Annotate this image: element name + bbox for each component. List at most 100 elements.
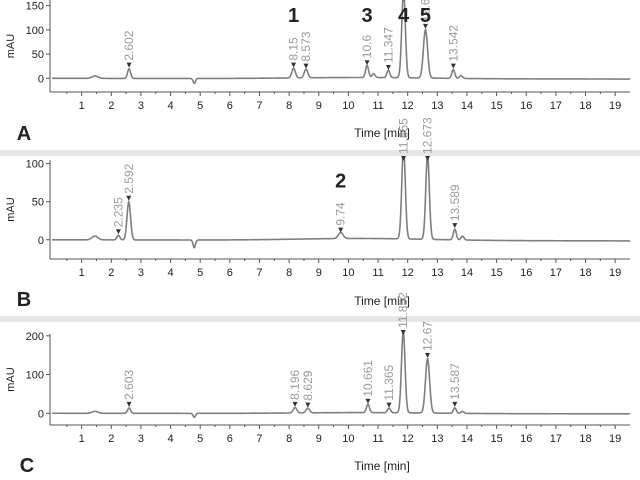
x-tick-label: 13 — [431, 433, 443, 445]
x-tick-label: 3 — [138, 267, 144, 279]
y-tick-label: 100 — [26, 159, 44, 171]
peak-marker — [452, 401, 458, 407]
x-tick-label: 16 — [520, 100, 532, 112]
x-tick-label: 18 — [579, 267, 591, 279]
peak-marker — [386, 402, 392, 408]
x-tick-label: 17 — [550, 267, 562, 279]
x-tick-label: 12 — [402, 433, 414, 445]
peak-rt-label: 2.592 — [122, 163, 136, 193]
x-tick-label: 9 — [316, 433, 322, 445]
peak-rt-label: 12.67 — [421, 321, 435, 351]
peak-marker — [452, 223, 458, 229]
peak-marker — [425, 353, 431, 359]
x-tick-label: 6 — [227, 100, 233, 112]
peak-marker — [364, 60, 370, 66]
x-tick-label: 15 — [490, 267, 502, 279]
peak-rt-label: 11.855 — [397, 118, 411, 154]
peak-marker — [126, 195, 132, 201]
x-axis-label: Time [min] — [354, 294, 410, 308]
y-tick-label: 0 — [38, 73, 44, 85]
x-tick-label: 7 — [256, 100, 262, 112]
x-tick-label: 13 — [431, 100, 443, 112]
peak-rt-label: 13.587 — [448, 363, 462, 400]
x-tick-label: 1 — [79, 433, 85, 445]
y-axis-label: mAU — [5, 197, 17, 222]
peak-marker — [401, 156, 407, 161]
x-tick-label: 13 — [431, 267, 443, 279]
x-tick-label: 5 — [197, 267, 203, 279]
y-axis-label: mAU — [5, 34, 17, 59]
x-tick-label: 2 — [108, 267, 114, 279]
x-tick-label: 18 — [579, 433, 591, 445]
peak-marker — [291, 62, 297, 68]
x-tick-label: 3 — [138, 433, 144, 445]
peak-marker — [305, 402, 311, 408]
y-tick-label: 0 — [38, 408, 44, 420]
panel-letter: B — [17, 289, 31, 311]
x-tick-label: 14 — [461, 267, 473, 279]
peak-rt-label: 12.673 — [421, 117, 435, 154]
x-tick-label: 14 — [461, 433, 473, 445]
x-tick-label: 1 — [79, 100, 85, 112]
x-tick-label: 15 — [490, 433, 502, 445]
x-tick-label: 15 — [490, 100, 502, 112]
x-tick-label: 4 — [168, 100, 174, 112]
x-tick-label: 8 — [286, 267, 292, 279]
x-tick-label: 18 — [579, 100, 591, 112]
peak-rt-label: 13.542 — [446, 25, 460, 62]
peak-rt-label: 11.365 — [382, 364, 396, 400]
panel-separator — [0, 150, 640, 156]
peak-rt-label: 11.347 — [381, 27, 395, 63]
peak-rt-label: 2.602 — [122, 30, 136, 60]
x-tick-label: 8 — [286, 433, 292, 445]
peak-rt-label: 11.852 — [396, 292, 410, 328]
peak-rt-label: 8.573 — [299, 31, 313, 61]
y-tick-label: 50 — [32, 197, 44, 209]
peak-marker — [338, 227, 344, 233]
x-tick-label: 12 — [402, 100, 414, 112]
peak-rt-label: 8.15 — [287, 37, 301, 61]
x-tick-label: 5 — [197, 433, 203, 445]
y-axis-label: mAU — [5, 367, 17, 392]
y-tick-label: 100 — [26, 370, 44, 382]
x-tick-label: 19 — [609, 433, 621, 445]
x-tick-label: 10 — [342, 100, 354, 112]
x-tick-label: 11 — [372, 267, 383, 279]
x-tick-label: 17 — [550, 100, 562, 112]
chromatogram-trace — [52, 331, 630, 419]
x-axis-label: Time [min] — [354, 126, 410, 140]
peak-marker — [115, 229, 121, 235]
x-tick-label: 3 — [138, 100, 144, 112]
peak-marker — [425, 156, 431, 161]
panel-letter: A — [17, 123, 31, 145]
x-tick-label: 5 — [197, 100, 203, 112]
peak-marker — [292, 401, 298, 407]
x-tick-label: 19 — [609, 100, 621, 112]
peak-rt-label: 8.196 — [288, 369, 302, 399]
peak-rt-label: 8.629 — [301, 370, 315, 400]
y-tick-label: 100 — [26, 25, 44, 37]
x-tick-label: 19 — [609, 267, 621, 279]
x-tick-label: 4 — [168, 267, 174, 279]
peak-marker — [422, 23, 428, 29]
x-tick-label: 10 — [342, 433, 354, 445]
y-tick-label: 0 — [38, 235, 44, 247]
peak-rt-label: 13.589 — [448, 184, 462, 221]
x-tick-label: 9 — [316, 100, 322, 112]
compound-number-label: 4 — [398, 5, 410, 27]
compound-number-label: 3 — [362, 5, 373, 27]
chromatogram-trace — [52, 0, 630, 85]
compound-number-label: 5 — [420, 5, 431, 27]
peak-rt-label: 12.60 — [418, 0, 432, 22]
y-tick-label: 150 — [26, 1, 44, 13]
x-tick-label: 16 — [520, 267, 532, 279]
peak-rt-label: 2.603 — [122, 369, 136, 399]
panel-separator — [0, 316, 640, 322]
x-tick-label: 17 — [550, 433, 562, 445]
x-tick-label: 16 — [520, 433, 532, 445]
x-tick-label: 6 — [227, 433, 233, 445]
x-tick-label: 6 — [227, 267, 233, 279]
